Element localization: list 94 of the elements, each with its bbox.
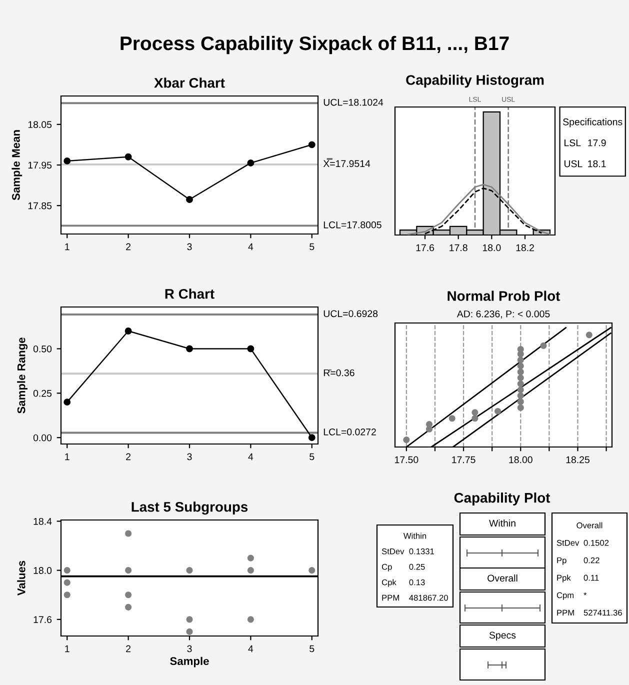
x-tick-label: 18.0 — [482, 244, 501, 252]
x-axis-title: Sample — [170, 656, 209, 668]
x-tick-label: 5 — [310, 645, 314, 652]
y-tick-label: 0.25 — [33, 390, 52, 397]
x-tick-label: 4 — [248, 645, 254, 652]
y-tick-label: 18.4 — [34, 518, 52, 525]
point — [247, 345, 254, 352]
chart-title: Capability Histogram — [406, 74, 544, 88]
text: Cpk 0.13 — [382, 579, 425, 587]
x-tick-label: 3 — [187, 243, 192, 250]
text: USL 18.1 — [564, 160, 606, 168]
point — [403, 436, 410, 444]
ref-line-label: R̄=0.36 — [324, 369, 354, 376]
y-tick-label: 0.50 — [33, 345, 52, 352]
x-tick-label: 17.50 — [395, 456, 418, 464]
x-tick-label: 18.00 — [509, 456, 532, 464]
y-tick-label: 17.95 — [28, 162, 52, 169]
point — [517, 368, 524, 376]
chart-title: Last 5 Subgroups — [132, 502, 248, 515]
point — [64, 398, 71, 406]
x-tick-label: 5 — [310, 243, 314, 250]
ref-line-label: LCL=17.8005 — [324, 221, 382, 228]
y-axis-title: Sample Range — [17, 338, 28, 414]
x-tick-label: 4 — [248, 453, 254, 460]
point — [186, 196, 193, 203]
point — [448, 415, 456, 422]
text: Overall — [488, 574, 518, 582]
y-tick-label: 17.85 — [28, 202, 52, 210]
chart-title: R Chart — [165, 288, 214, 299]
point — [186, 345, 193, 352]
y-tick-label: 18.0 — [34, 567, 52, 574]
x-tick-label: 17.8 — [450, 244, 468, 252]
text: Ppk 0.11 — [557, 574, 599, 582]
x-tick-label: 2 — [126, 645, 131, 652]
text: Capability Plot — [454, 492, 550, 506]
point — [517, 386, 524, 394]
x-tick-label: 2 — [126, 453, 131, 460]
text: PPM 527411.36 — [557, 610, 622, 616]
text: StDev 0.1502 — [556, 540, 609, 546]
ref-line-label: X̿=17.9514 — [323, 158, 370, 168]
y-tick-label: 18.05 — [28, 121, 52, 128]
y-tick-label: 17.6 — [34, 616, 52, 624]
point — [517, 404, 524, 411]
ref-line-label: UCL=0.6928 — [324, 310, 378, 318]
x-tick-label: 1 — [65, 645, 70, 652]
point — [517, 356, 524, 364]
point — [517, 380, 524, 388]
y-tick-label: 0.00 — [33, 434, 52, 442]
x-tick-label: 5 — [310, 453, 314, 460]
point — [517, 398, 524, 405]
x-tick-label: 18.2 — [516, 244, 534, 252]
point — [124, 328, 132, 334]
chart-subtitle: AD: 6.236, P: < 0.005 — [456, 310, 550, 319]
x-tick-label: 3 — [187, 645, 192, 652]
point — [64, 157, 71, 164]
point — [517, 392, 524, 400]
ref-line-label: LCL=0.0272 — [324, 428, 376, 436]
point — [308, 141, 316, 148]
text: LSL 17.9 — [564, 139, 606, 146]
text: Process Capability Sixpack of B11, ..., B17 — [120, 36, 509, 54]
x-tick-label: 1 — [65, 243, 70, 250]
text: StDev 0.1331 — [382, 548, 434, 554]
text: Specs — [489, 632, 516, 641]
point — [124, 153, 132, 160]
text: Within — [489, 519, 516, 527]
point — [586, 332, 592, 338]
point — [494, 408, 502, 415]
y-axis-title: Sample Mean — [12, 130, 22, 200]
ref-line-label: UCL=18.1024 — [324, 98, 384, 106]
text: Cp 0.25 — [382, 564, 425, 572]
chart-title: Xbar Chart — [154, 78, 225, 88]
chart-title: Normal Prob Plot — [448, 290, 560, 301]
point — [472, 409, 478, 416]
point — [517, 362, 524, 370]
text: Overall — [576, 522, 602, 528]
point — [308, 434, 316, 442]
point — [472, 415, 478, 422]
text: Within — [403, 532, 426, 539]
point — [426, 421, 433, 428]
text: Pp 0.22 — [557, 557, 600, 565]
x-tick-label: 18.25 — [566, 456, 590, 464]
text: Specifications — [563, 118, 622, 128]
text: PPM 481867.20 — [382, 594, 448, 601]
y-axis-title: Values — [17, 560, 26, 596]
x-tick-label: 17.6 — [416, 244, 434, 252]
point — [247, 160, 254, 166]
x-tick-label: 2 — [126, 243, 131, 250]
x-tick-label: 4 — [248, 243, 254, 250]
text: Cpm * — [556, 592, 587, 600]
x-tick-label: 1 — [65, 453, 70, 460]
point — [517, 374, 524, 382]
x-tick-label: 17.75 — [452, 456, 476, 464]
point — [540, 342, 547, 349]
x-tick-label: 3 — [187, 453, 192, 460]
